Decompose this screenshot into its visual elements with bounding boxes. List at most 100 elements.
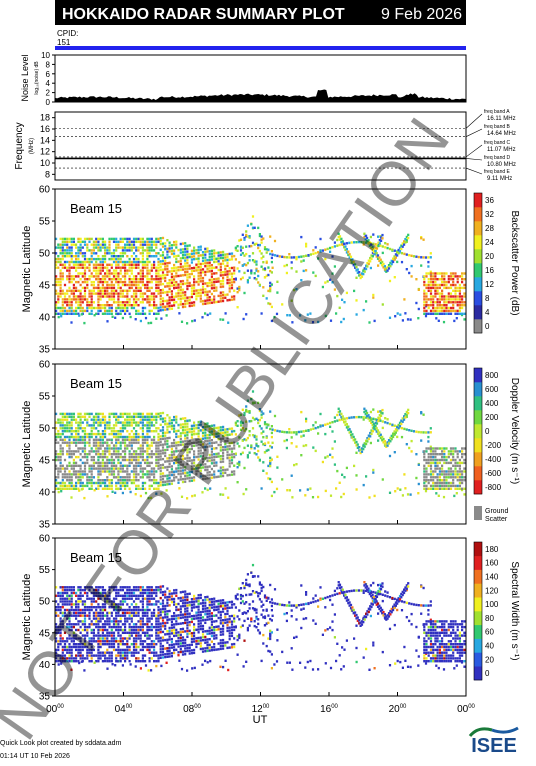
scatter-cell <box>126 244 128 246</box>
scatter-cell <box>171 282 173 284</box>
scatter-cell <box>102 261 104 263</box>
scatter-cell <box>88 261 90 263</box>
scatter-cell <box>186 297 188 299</box>
scatter-cell <box>155 272 157 274</box>
scatter-cell <box>204 259 206 261</box>
scatter-cell <box>71 249 73 251</box>
scatter-cell <box>372 421 374 423</box>
scatter-cell <box>95 427 97 429</box>
scatter-cell <box>452 272 454 274</box>
scatter-cell <box>204 300 206 302</box>
scatter-cell <box>411 430 413 432</box>
scatter-cell <box>122 416 124 418</box>
scatter-cell <box>459 313 461 315</box>
scatter-cell <box>80 290 82 292</box>
scatter-cell <box>457 450 459 452</box>
scatter-cell <box>86 304 88 306</box>
scatter-cell <box>157 436 159 438</box>
scatter-cell <box>441 298 443 300</box>
scatter-cell <box>80 267 82 269</box>
scatter-cell <box>450 450 452 452</box>
scatter-cell <box>106 462 108 464</box>
scatter-cell <box>222 285 224 287</box>
scatter-cell <box>75 310 77 312</box>
scatter-cell <box>204 265 206 267</box>
scatter-cell <box>213 272 215 274</box>
scatter-cell <box>115 456 117 458</box>
scatter-cell <box>117 436 119 438</box>
scatter-cell <box>88 290 90 292</box>
scatter-cell <box>68 421 70 423</box>
scatter-cell <box>457 465 459 467</box>
scatter-cell <box>153 436 155 438</box>
scatter-cell <box>461 482 463 484</box>
scatter-cell <box>420 412 422 414</box>
scatter-cell <box>64 241 66 243</box>
scatter-cell <box>129 424 131 426</box>
scatter-cell <box>403 298 405 300</box>
scatter-cell <box>169 437 171 439</box>
colorbar-segment <box>474 382 482 396</box>
scatter-cell <box>195 258 197 260</box>
scatter-cell <box>95 442 97 444</box>
scatter-cell <box>115 485 117 487</box>
scatter-cell <box>365 410 367 412</box>
scatter-cell <box>204 274 206 276</box>
scatter-cell <box>86 479 88 481</box>
scatter-cell <box>133 290 135 292</box>
scatter-cell <box>111 281 113 283</box>
scatter-cell <box>423 295 425 297</box>
frequency-band-leader <box>466 114 482 128</box>
scatter-cell <box>71 424 73 426</box>
scatter-cell <box>104 421 106 423</box>
scatter-cell <box>133 284 135 286</box>
scatter-cell <box>151 241 153 243</box>
scatter-cell <box>84 444 86 446</box>
scatter-cell <box>126 255 128 257</box>
scatter-cell <box>355 299 357 301</box>
scatter-cell <box>137 459 139 461</box>
scatter-cell <box>355 474 357 476</box>
scatter-cell <box>420 264 422 266</box>
scatter-cell <box>459 301 461 303</box>
scatter-cell <box>133 439 135 441</box>
scatter-cell <box>430 287 432 289</box>
scatter-cell <box>124 421 126 423</box>
scatter-cell <box>157 252 159 254</box>
scatter-cell <box>266 472 268 474</box>
scatter-cell <box>448 301 450 303</box>
scatter-cell <box>146 298 148 300</box>
scatter-cell <box>149 447 151 449</box>
scatter-cell <box>443 450 445 452</box>
scatter-cell <box>430 431 432 433</box>
scatter-cell <box>439 310 441 312</box>
scatter-cell <box>140 470 142 472</box>
scatter-cell <box>62 272 64 274</box>
scatter-cell <box>133 301 135 303</box>
scatter-cell <box>164 280 166 282</box>
scatter-cell <box>80 295 82 297</box>
scatter-cell <box>257 456 259 458</box>
scatter-cell <box>135 450 137 452</box>
scatter-cell <box>177 283 179 285</box>
scatter-cell <box>82 416 84 418</box>
scatter-cell <box>434 284 436 286</box>
scatter-cell <box>104 290 106 292</box>
scatter-cell <box>182 257 184 259</box>
scatter-cell <box>73 298 75 300</box>
scatter-cell <box>215 266 217 268</box>
scatter-cell <box>93 462 95 464</box>
scatter-cell <box>117 450 119 452</box>
scatter-cell <box>93 419 95 421</box>
scatter-cell <box>108 272 110 274</box>
scatter-cell <box>97 244 99 246</box>
scatter-cell <box>126 246 128 248</box>
scatter-cell <box>60 592 62 594</box>
scatter-cell <box>149 430 151 432</box>
scatter-cell <box>160 415 162 417</box>
scatter-cell <box>218 280 220 282</box>
scatter-cell <box>180 266 182 268</box>
scatter-cell <box>271 432 273 434</box>
scatter-cell <box>286 447 288 449</box>
scatter-cell <box>459 310 461 312</box>
